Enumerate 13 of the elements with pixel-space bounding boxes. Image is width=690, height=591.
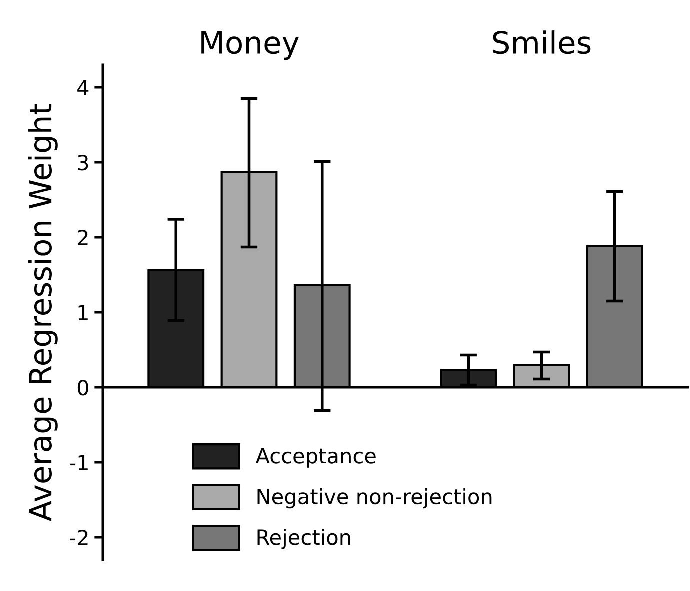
legend-label: Rejection bbox=[258, 529, 350, 550]
y-tick-label: 3 bbox=[78, 154, 88, 171]
y-axis-title: Average Regression Weight bbox=[28, 104, 58, 522]
y-tick-label: -1 bbox=[70, 455, 88, 470]
x-tick-label: Smiles bbox=[493, 30, 591, 54]
y-tick-label: 4 bbox=[78, 80, 89, 96]
y-tick-label: 1 bbox=[78, 305, 88, 320]
x-tick-label: Money bbox=[202, 32, 299, 60]
legend-label: Acceptance bbox=[256, 448, 376, 468]
y-tick-label: 0 bbox=[78, 380, 88, 396]
y-tick-label: -2 bbox=[70, 530, 88, 546]
y-tick-label: 2 bbox=[78, 230, 88, 246]
legend-label: Negative non-rejection bbox=[258, 488, 492, 509]
